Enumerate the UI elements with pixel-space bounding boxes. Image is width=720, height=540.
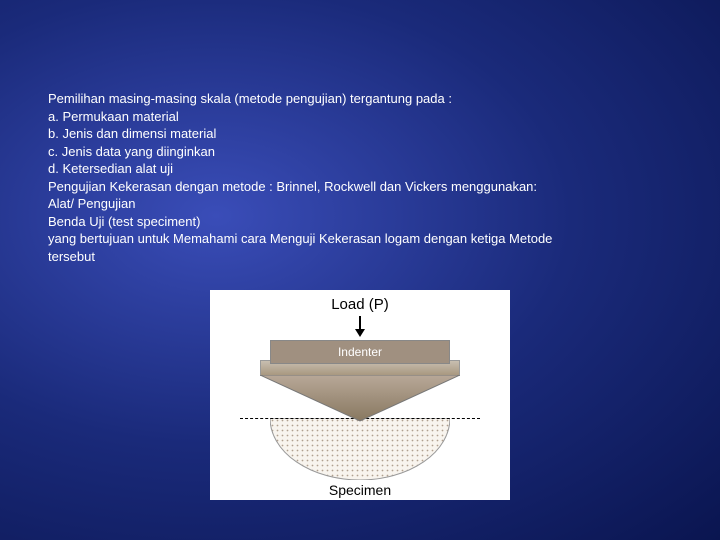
text-line: tersebut — [48, 248, 680, 266]
indenter-tip — [260, 375, 460, 423]
text-line: b. Jenis dan dimensi material — [48, 125, 680, 143]
hardness-test-figure: Load (P) Indenter — [210, 290, 510, 500]
text-line: a. Permukaan material — [48, 108, 680, 126]
load-label: Load (P) — [210, 296, 510, 313]
text-line: Benda Uji (test speciment) — [48, 213, 680, 231]
text-line: Pengujian Kekerasan dengan metode : Brin… — [48, 178, 680, 196]
text-line: yang bertujuan untuk Memahami cara Mengu… — [48, 230, 680, 248]
text-line: Alat/ Pengujian — [48, 195, 680, 213]
slide-text-block: Pemilihan masing-masing skala (metode pe… — [48, 90, 680, 265]
text-line: Pemilihan masing-masing skala (metode pe… — [48, 90, 680, 108]
specimen-body — [270, 418, 450, 480]
specimen-label: Specimen — [210, 482, 510, 498]
indenter-label: Indenter — [270, 340, 450, 364]
text-line: c. Jenis data yang diinginkan — [48, 143, 680, 161]
text-line: d. Ketersedian alat uji — [48, 160, 680, 178]
